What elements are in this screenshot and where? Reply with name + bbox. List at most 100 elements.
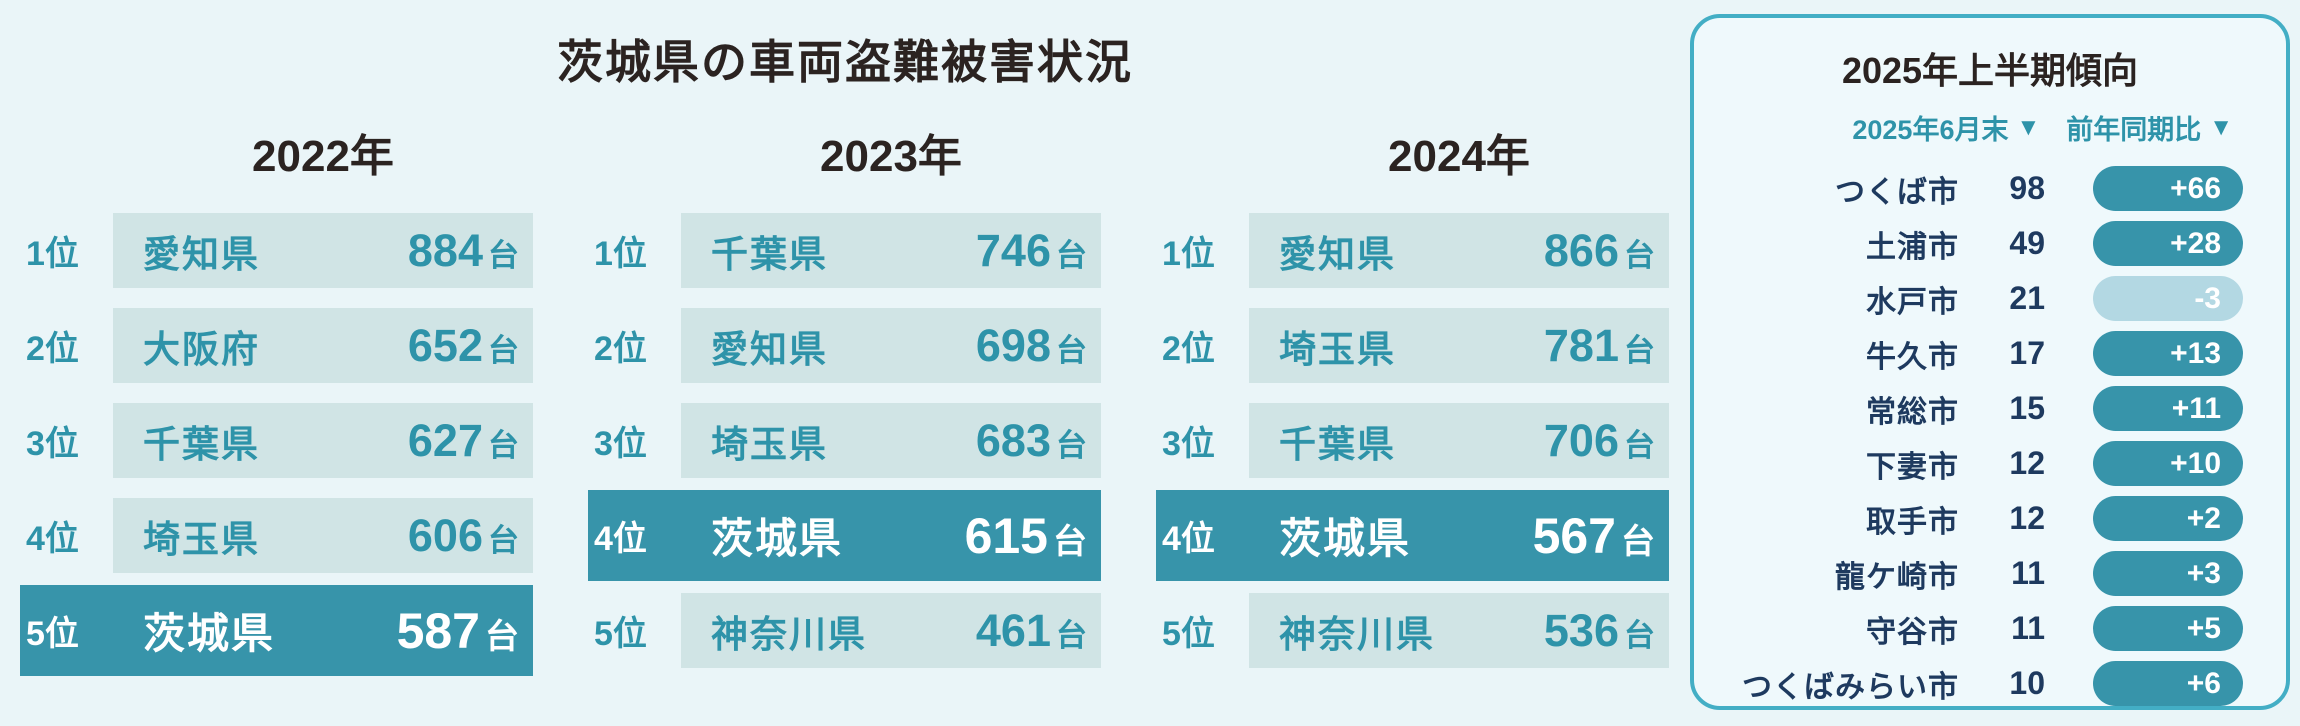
theft-count: 567 台	[1533, 507, 1655, 565]
table-row: 1位 愛知県 866 台	[1156, 213, 1669, 288]
row-bar: 埼玉県 606 台	[113, 498, 533, 573]
city-count: 12	[2009, 445, 2045, 481]
city-row: 土浦市 49 +28	[1694, 216, 2286, 271]
year-label: 2024年	[1388, 132, 1530, 181]
prefecture-name: 茨城県	[711, 515, 844, 562]
row-bar: 千葉県 746 台	[681, 213, 1101, 288]
table-row: 1位 愛知県 884 台	[20, 213, 533, 288]
theft-count: 781 台	[1544, 320, 1655, 372]
rank-label: 3位	[26, 425, 79, 463]
theft-count: 587 台	[397, 602, 519, 660]
table-row: 5位 神奈川県 461 台	[588, 593, 1101, 668]
theft-count: 627 台	[408, 415, 519, 467]
prefecture-name: 千葉県	[143, 423, 260, 465]
city-count: 98	[2009, 170, 2045, 206]
unit-label: 台	[1056, 427, 1087, 463]
table-row: 4位 埼玉県 606 台	[20, 498, 533, 573]
count-value: 884	[407, 224, 483, 276]
table-row: 3位 埼玉県 683 台	[588, 403, 1101, 478]
unit-label: 台	[488, 332, 519, 368]
rank-label: 3位	[594, 425, 647, 463]
city-name: 龍ケ崎市	[1835, 560, 1959, 594]
prefecture-name: 埼玉県	[143, 518, 260, 560]
theft-count: 884 台	[408, 225, 519, 277]
theft-count: 606 台	[408, 510, 519, 562]
city-row: つくば市 98 +66	[1694, 161, 2286, 216]
year-tables: 2022年 1位 愛知県 884 台 2位 大阪府 652 台 3位 千葉県	[20, 135, 1669, 688]
row-bar: 茨城県 615 台	[681, 490, 1101, 581]
count-value: 652	[407, 319, 483, 371]
panel-column-headers: 2025年6月末 ▼ 前年同期比 ▼	[1694, 108, 2286, 147]
count-value: 606	[407, 509, 483, 561]
city-name: 守谷市	[1866, 615, 1959, 649]
table-row: 2位 埼玉県 781 台	[1156, 308, 1669, 383]
delta-badge: +5	[2093, 606, 2243, 651]
delta-badge: +6	[2093, 661, 2243, 706]
theft-count: 866 台	[1544, 225, 1655, 277]
city-row: 守谷市 11 +5	[1694, 601, 2286, 656]
count-value: 866	[1543, 224, 1619, 276]
rank-label: 1位	[26, 235, 79, 273]
panel-title: 2025年上半期傾向	[1841, 50, 2139, 91]
city-row: 取手市 12 +2	[1694, 491, 2286, 546]
unit-label: 台	[1621, 522, 1655, 561]
theft-count: 698 台	[976, 320, 1087, 372]
row-bar: 神奈川県 461 台	[681, 593, 1101, 668]
theft-count: 536 台	[1544, 605, 1655, 657]
count-value: 461	[975, 604, 1051, 656]
row-bar: 大阪府 652 台	[113, 308, 533, 383]
page-title: 茨城県の車両盗難被害状況	[557, 36, 1133, 88]
city-name: 取手市	[1866, 505, 1959, 539]
prefecture-name: 愛知県	[1279, 233, 1396, 275]
rank-label: 4位	[1162, 520, 1215, 558]
rank-label: 1位	[1162, 235, 1215, 273]
theft-count: 746 台	[976, 225, 1087, 277]
row-bar: 茨城県 587 台	[113, 585, 533, 676]
unit-label: 台	[1056, 617, 1087, 653]
delta-badge: +3	[2093, 551, 2243, 596]
theft-count: 652 台	[408, 320, 519, 372]
year-label: 2022年	[252, 132, 394, 181]
row-bar: 埼玉県 683 台	[681, 403, 1101, 478]
column-header-label: 2025年6月末	[1852, 115, 2009, 145]
row-bar: 愛知県 884 台	[113, 213, 533, 288]
trend-panel-2025: 2025年上半期傾向 2025年6月末 ▼ 前年同期比 ▼ つくば市 98 +66 …	[1690, 14, 2290, 710]
rank-label: 2位	[1162, 330, 1215, 368]
sort-desc-icon: ▼	[2209, 113, 2233, 141]
count-value: 536	[1543, 604, 1619, 656]
rank-label: 4位	[594, 520, 647, 558]
theft-count: 683 台	[976, 415, 1087, 467]
city-count: 12	[2009, 500, 2045, 536]
count-value: 567	[1532, 507, 1616, 564]
rank-label: 1位	[594, 235, 647, 273]
table-row: 1位 千葉県 746 台	[588, 213, 1101, 288]
prefecture-name: 茨城県	[1279, 515, 1412, 562]
row-bar: 神奈川県 536 台	[1249, 593, 1669, 668]
city-name: 下妻市	[1866, 450, 1959, 484]
prefecture-name: 神奈川県	[1279, 613, 1435, 655]
column-header-june-2025: 2025年6月末 ▼	[1852, 108, 2040, 147]
city-count: 11	[2011, 555, 2045, 591]
delta-badge: +10	[2093, 441, 2243, 486]
year-label: 2023年	[820, 132, 962, 181]
city-name: 常総市	[1866, 395, 1959, 429]
row-bar: 千葉県 627 台	[113, 403, 533, 478]
year-block-2024: 2024年 1位 愛知県 866 台 2位 埼玉県 781 台 3位 千葉県	[1156, 135, 1669, 688]
table-row: 5位 神奈川県 536 台	[1156, 593, 1669, 668]
table-row: 3位 千葉県 706 台	[1156, 403, 1669, 478]
table-row: 2位 大阪府 652 台	[20, 308, 533, 383]
unit-label: 台	[1056, 332, 1087, 368]
prefecture-name: 神奈川県	[711, 613, 867, 655]
theft-count: 461 台	[976, 605, 1087, 657]
unit-label: 台	[1624, 427, 1655, 463]
prefecture-name: 愛知県	[711, 328, 828, 370]
theft-count: 615 台	[965, 507, 1087, 565]
count-value: 615	[964, 507, 1048, 564]
city-name: 土浦市	[1866, 230, 1959, 264]
column-header-label: 前年同期比	[2066, 115, 2202, 145]
city-count: 11	[2011, 610, 2045, 646]
table-row-highlight-ibaraki: 4位 茨城県 567 台	[1156, 490, 1669, 581]
prefecture-name: 埼玉県	[711, 423, 828, 465]
city-name: 水戸市	[1866, 285, 1959, 319]
prefecture-name: 埼玉県	[1279, 328, 1396, 370]
